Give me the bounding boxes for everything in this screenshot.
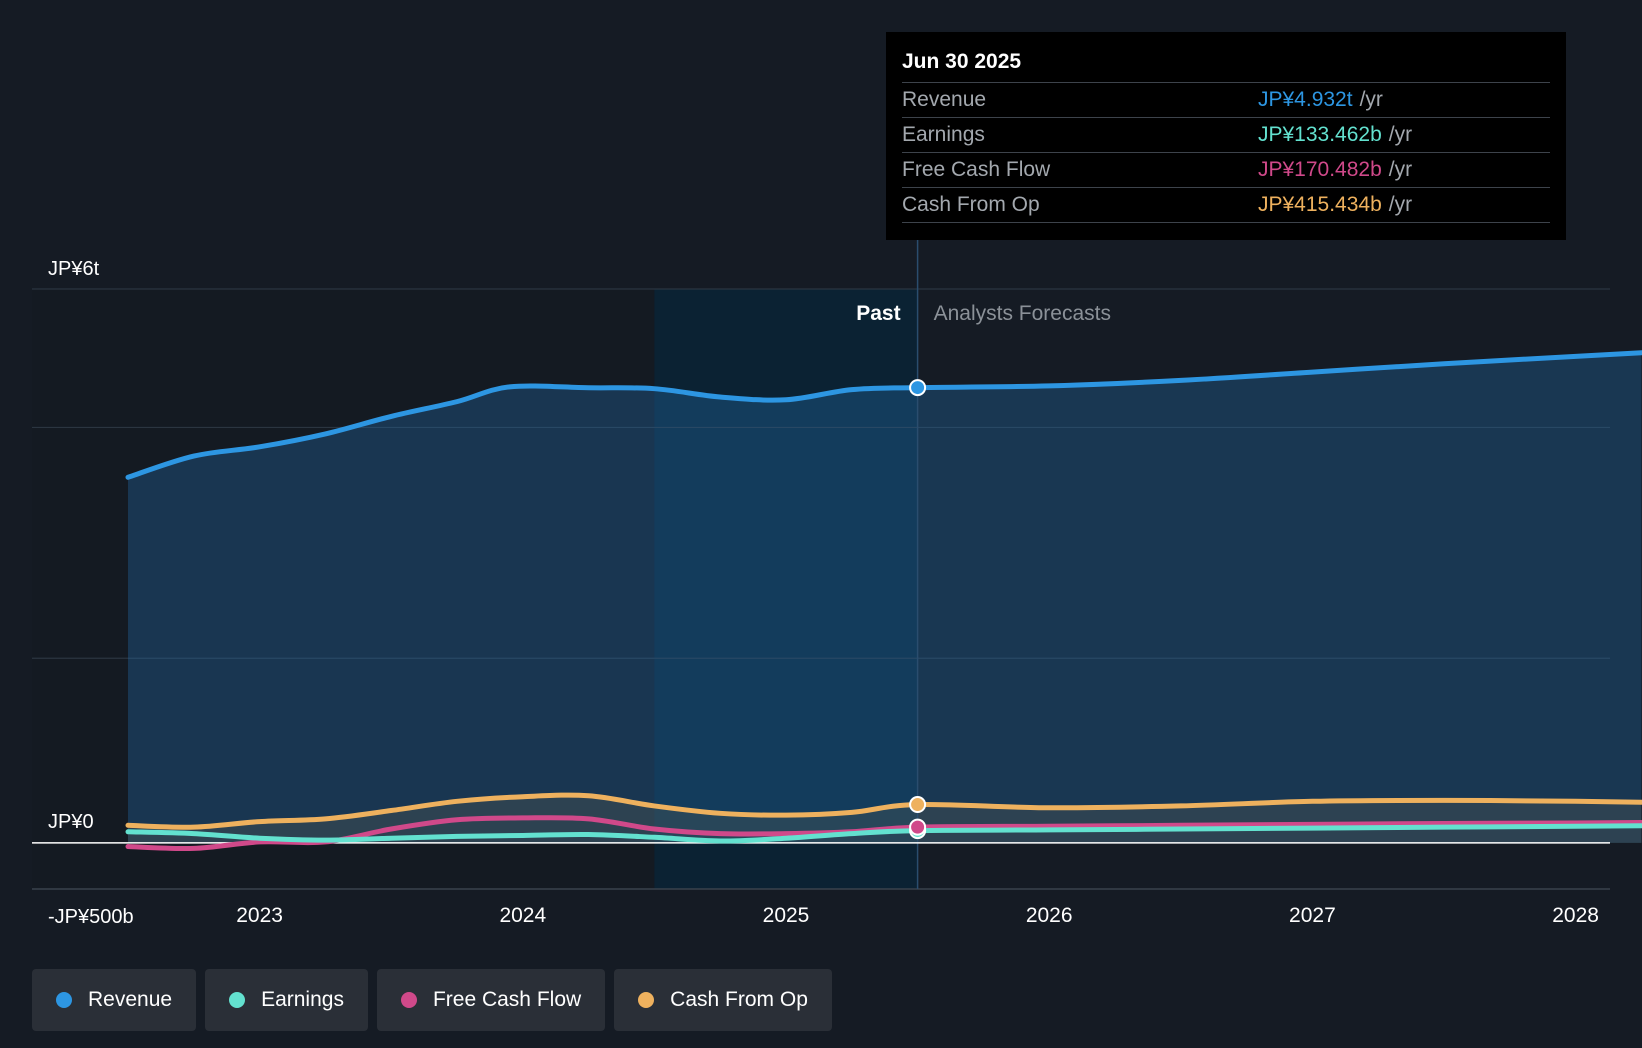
legend: Revenue Earnings Free Cash Flow Cash Fro… <box>32 969 832 1031</box>
tooltip-value: JP¥170.482b <box>1258 158 1382 181</box>
tooltip-row-earnings: Earnings JP¥133.462b /yr <box>902 117 1550 152</box>
x-tick-label: 2028 <box>1552 904 1599 927</box>
tooltip-value: JP¥415.434b <box>1258 193 1382 216</box>
legend-item-cash-from-op[interactable]: Cash From Op <box>614 969 832 1031</box>
tooltip-row-revenue: Revenue JP¥4.932t /yr <box>902 82 1550 117</box>
legend-dot-icon <box>638 992 655 1008</box>
tooltip-points <box>909 379 927 840</box>
forecast-label: Analysts Forecasts <box>934 302 1111 325</box>
legend-item-earnings[interactable]: Earnings <box>205 969 368 1031</box>
series-lines <box>32 350 1642 852</box>
legend-label: Revenue <box>88 988 173 1011</box>
tooltip-unit: /yr <box>1359 88 1383 111</box>
tooltip-date: Jun 30 2025 <box>902 50 1022 73</box>
tooltip-unit: /yr <box>1388 193 1413 216</box>
x-tick-label: 2024 <box>499 904 546 927</box>
grid-lines <box>32 288 1610 890</box>
line-revenue <box>125 350 1642 480</box>
y-tick-label: JP¥0 <box>48 811 94 833</box>
y-axis-labels: JP¥6t JP¥0 -JP¥500b <box>48 258 134 928</box>
legend-dot-icon <box>229 992 246 1008</box>
tooltip-label: Cash From Op <box>902 193 1040 216</box>
tooltip-unit: /yr <box>1388 123 1413 146</box>
x-tick-label: 2027 <box>1289 904 1336 927</box>
tooltip-label: Free Cash Flow <box>902 158 1051 181</box>
tooltip-value: JP¥4.932t <box>1258 88 1353 111</box>
line-earnings <box>125 823 1642 844</box>
legend-label: Cash From Op <box>670 988 808 1011</box>
past-label: Past <box>856 302 900 325</box>
point-revenue <box>909 379 927 397</box>
legend-label: Earnings <box>261 988 344 1011</box>
x-tick-label: 2026 <box>1026 904 1073 927</box>
tooltip-label: Earnings <box>902 123 985 146</box>
tooltip: Jun 30 2025 Revenue JP¥4.932t /yr Earnin… <box>886 32 1566 240</box>
point-free-cash-flow <box>909 818 927 836</box>
legend-dot-icon <box>56 992 72 1008</box>
legend-item-revenue[interactable]: Revenue <box>32 969 197 1031</box>
past-region <box>32 289 655 889</box>
y-tick-label: -JP¥500b <box>48 906 134 928</box>
tooltip-value: JP¥133.462b <box>1258 123 1382 146</box>
legend-item-free-cash-flow[interactable]: Free Cash Flow <box>376 969 606 1031</box>
area-revenue <box>128 352 1642 843</box>
x-axis-labels: 2023 2024 2025 2026 2027 2028 <box>236 904 1599 927</box>
x-tick-label: 2023 <box>236 904 283 927</box>
legend-dot-icon <box>400 992 417 1008</box>
y-tick-label: JP¥6t <box>48 258 100 280</box>
line-cash-from-op <box>125 792 1642 830</box>
legend-label: Free Cash Flow <box>432 988 582 1011</box>
tooltip-label: Revenue <box>902 88 987 111</box>
x-tick-label: 2025 <box>763 904 810 927</box>
tooltip-row-cash-from-op: Cash From Op JP¥415.434b /yr <box>902 187 1550 223</box>
tooltip-row-free-cash-flow: Free Cash Flow JP¥170.482b /yr <box>902 152 1550 187</box>
tooltip-unit: /yr <box>1388 158 1413 181</box>
point-cash-from-op <box>909 796 927 814</box>
